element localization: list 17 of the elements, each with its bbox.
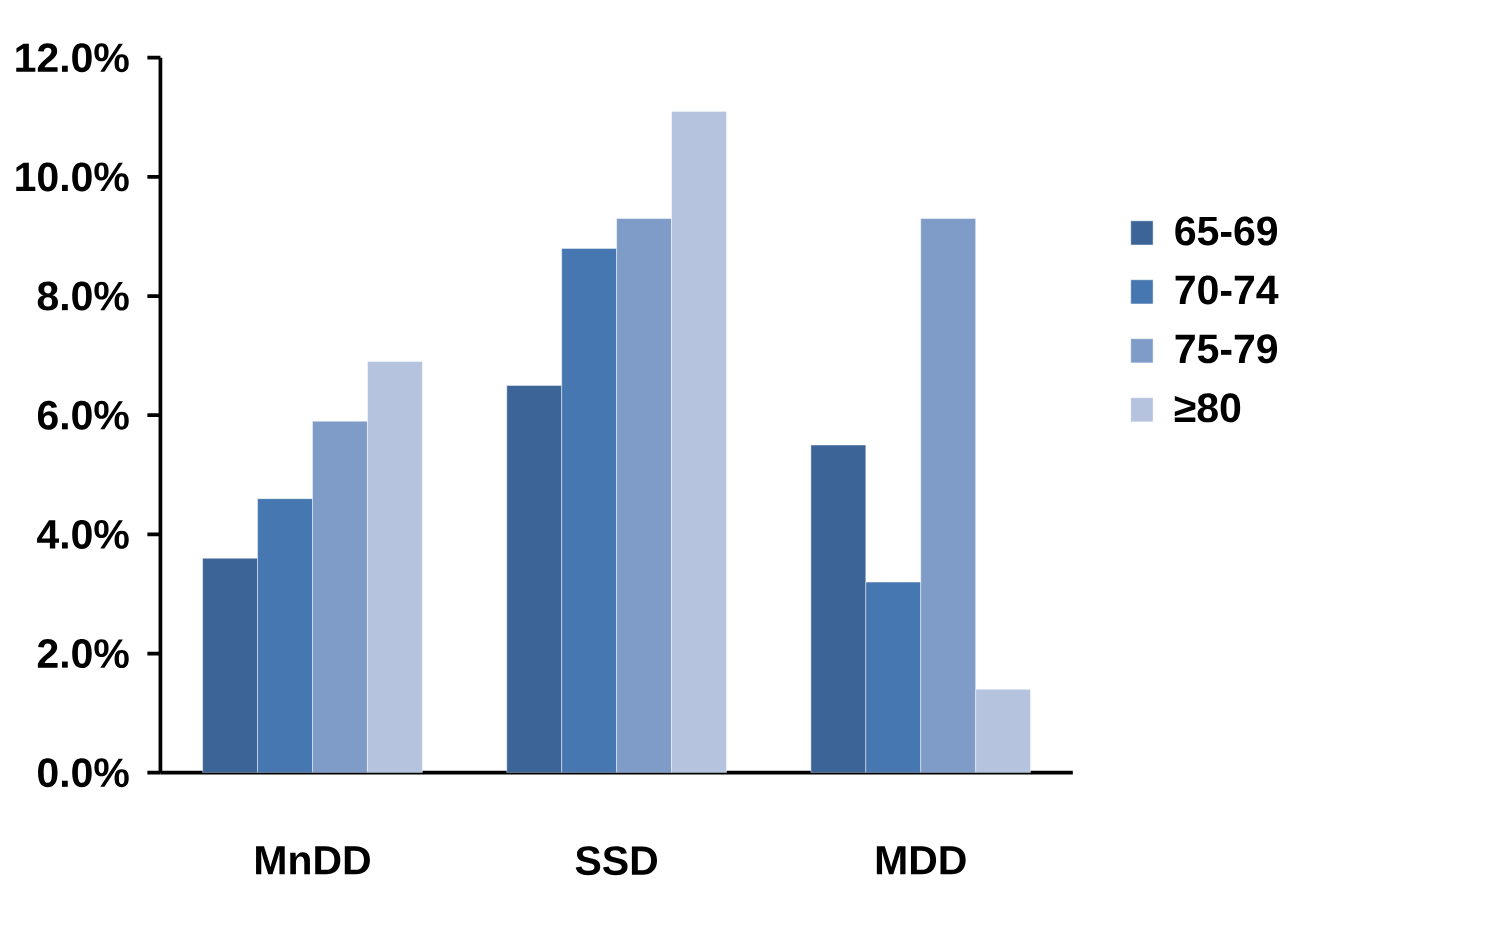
y-tick-label: 0.0% xyxy=(38,758,129,788)
legend-label: 65-69 xyxy=(1175,216,1278,246)
y-tick-label: 2.0% xyxy=(37,639,129,669)
y-tick-label: 8.0% xyxy=(37,281,129,311)
y-tick-label: 6.0% xyxy=(37,400,129,430)
x-tick-label: MDD xyxy=(876,846,966,875)
legend-label: ≥80 xyxy=(1174,393,1241,423)
y-tick-label: 10.0% xyxy=(16,162,129,192)
bar xyxy=(367,361,423,773)
y-tick-label: 4.0% xyxy=(37,519,129,549)
y-tick-label: 12.0% xyxy=(16,43,129,73)
bar xyxy=(671,111,727,773)
x-tick-label: SSD xyxy=(575,846,657,876)
legend-label: 70-74 xyxy=(1175,275,1279,305)
bar xyxy=(975,689,1031,773)
legend-label: 75-79 xyxy=(1175,334,1278,364)
x-tick-label: MnDD xyxy=(256,846,370,875)
